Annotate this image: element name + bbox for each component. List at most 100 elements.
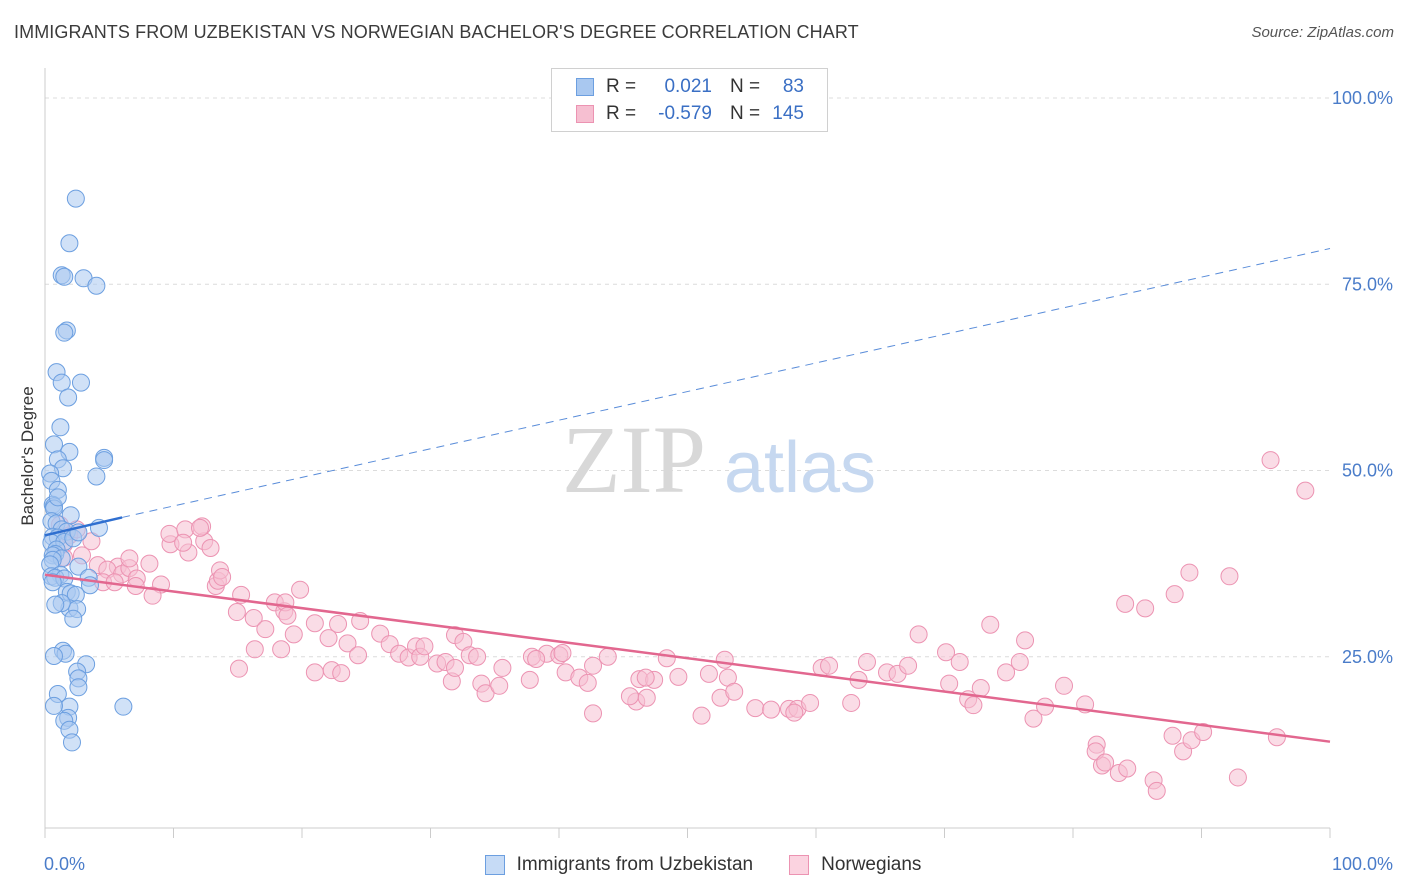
stats-legend: R = 0.021 N = 83 R = -0.579 N = 145: [551, 68, 828, 132]
norwegians-point: [174, 533, 193, 552]
y-tick-label: 50.0%: [1342, 461, 1393, 481]
y-tick-label: 25.0%: [1342, 647, 1393, 667]
tick-labels: 25.0% 50.0% 75.0% 100.0% 0.0% 100.0%: [44, 88, 1393, 874]
watermark-zip: ZIP: [562, 406, 706, 513]
norwegians-point: [527, 649, 546, 668]
norwegians-point: [1055, 676, 1074, 695]
legend-row-uzbekistan: R = 0.021 N = 83: [576, 75, 804, 99]
uzbekistan-point: [69, 678, 88, 697]
legend-item-norwegians[interactable]: Norwegians: [789, 854, 921, 876]
norwegians-point: [1147, 781, 1166, 800]
n-value: 145: [772, 103, 804, 124]
norwegians-point: [762, 700, 781, 719]
norwegians-point: [1267, 728, 1286, 747]
norwegians-point: [319, 629, 338, 648]
norwegians-point: [620, 687, 639, 706]
uzbekistan-point: [48, 488, 67, 507]
norwegians-point: [305, 614, 324, 633]
source-label: Source: ZipAtlas.com: [1251, 24, 1394, 41]
norwegians-point: [213, 568, 232, 587]
norwegians-point: [971, 679, 990, 698]
norwegians-point: [349, 646, 368, 665]
uzbekistan-point: [55, 267, 74, 286]
pink-square-icon: [789, 855, 810, 875]
r-value: 0.021: [664, 76, 712, 97]
norwegians-point: [1016, 631, 1035, 650]
norwegians-point: [553, 644, 572, 663]
norwegians-point: [1261, 451, 1280, 470]
legend-row-norwegians: R = -0.579 N = 145: [576, 102, 804, 126]
series-legend: Immigrants from Uzbekistan Norwegians: [0, 852, 1406, 878]
blue-swatch-icon: [576, 78, 594, 96]
norwegians-point: [842, 693, 861, 712]
uzbekistan-point: [69, 557, 88, 576]
y-axis-label: Bachelor's Degree: [18, 386, 37, 526]
norwegians-point: [120, 549, 139, 568]
norwegians-point: [1096, 753, 1115, 772]
watermark-atlas: atlas: [724, 428, 876, 508]
norwegians-point: [305, 663, 324, 682]
norwegians-point: [578, 673, 597, 692]
norwegians-point: [143, 586, 162, 605]
norwegians-point: [1118, 759, 1137, 778]
norwegians-point: [284, 625, 303, 644]
n-value: 83: [782, 76, 804, 97]
uzbekistan-trend-extension: [121, 248, 1331, 518]
pink-swatch-icon: [576, 105, 594, 123]
norwegians-point: [445, 658, 464, 677]
norwegians-trend-line: [44, 573, 1331, 743]
norwegians-point: [725, 682, 744, 701]
norwegians-point: [468, 647, 487, 666]
uzbekistan-point: [55, 323, 74, 342]
norwegians-point: [964, 696, 983, 715]
norwegians-point: [692, 706, 711, 725]
norwegians-point: [598, 647, 617, 666]
norwegians-point: [1194, 722, 1213, 741]
norwegians-point: [520, 670, 539, 689]
norwegians-point: [857, 652, 876, 671]
norwegians-point: [1180, 563, 1199, 582]
norwegians-point: [899, 656, 918, 675]
norwegians-point: [201, 538, 220, 557]
y-tick-label: 75.0%: [1342, 274, 1393, 294]
r-label: R =: [606, 76, 637, 97]
norwegians-point: [272, 640, 291, 659]
norwegians-point: [997, 663, 1016, 682]
norwegians-point: [657, 649, 676, 668]
norwegians-point: [291, 580, 310, 599]
norwegians-point: [801, 693, 820, 712]
norwegians-point: [190, 518, 209, 537]
r-value: -0.579: [658, 103, 712, 124]
norwegians-point: [1116, 594, 1135, 613]
legend-label: Immigrants from Uzbekistan: [516, 854, 754, 875]
norwegians-point: [746, 699, 765, 718]
norwegians-point: [476, 684, 495, 703]
norwegians-point: [278, 606, 297, 625]
norwegians-point: [669, 667, 688, 686]
uzbekistan-point: [51, 418, 70, 437]
norwegians-point: [584, 704, 603, 723]
uzbekistan-point: [66, 189, 85, 208]
norwegians-point: [1163, 726, 1182, 745]
norwegians-point: [1296, 481, 1315, 500]
norwegians-points: [50, 451, 1315, 800]
norwegians-point: [332, 664, 351, 683]
norwegians-point: [1228, 768, 1247, 787]
norwegians-point: [909, 625, 928, 644]
uzbekistan-point: [52, 373, 71, 392]
uzbekistan-point: [46, 595, 65, 614]
uzbekistan-point: [59, 388, 78, 407]
norwegians-point: [229, 659, 248, 678]
uzbekistan-point: [71, 373, 90, 392]
uzbekistan-trend-line: [44, 516, 123, 537]
norwegians-point: [636, 668, 655, 687]
n-label: N =: [730, 76, 761, 97]
gridlines: [45, 97, 1330, 658]
norwegians-point: [1024, 709, 1043, 728]
axes: [44, 68, 1331, 838]
norwegians-point: [715, 650, 734, 669]
uzbekistan-point: [95, 451, 114, 470]
norwegians-point: [950, 652, 969, 671]
norwegians-point: [785, 703, 804, 722]
legend-item-uzbekistan[interactable]: Immigrants from Uzbekistan: [484, 854, 754, 876]
